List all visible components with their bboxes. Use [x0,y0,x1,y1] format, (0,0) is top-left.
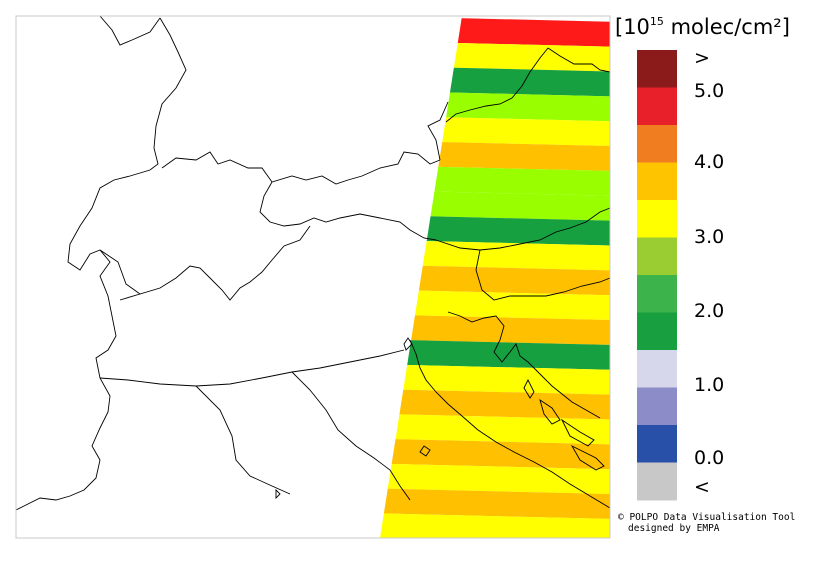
swath-stripe [380,339,610,370]
legend-box-0.0-0.5 [637,425,677,463]
legend-label: 5.0 [694,80,724,102]
swath-stripe [380,314,610,346]
legend-labels: >5.0 4.0 3.0 2.0 1.0 0.0 < [694,47,724,498]
legend-box-2.5-3.0 [637,237,677,276]
swath-stripe [380,214,610,246]
legend-label: > [694,47,710,69]
country-borders [15,15,611,511]
legend-box-4.5-5.0 [637,87,677,126]
legend-box-4.0-4.5 [637,125,677,163]
legend-unit-label: [1015 molec/cm²] [615,15,790,39]
legend-box-below-0 [637,462,677,501]
swath-stripe [380,264,610,296]
legend-box-2.0-2.5 [637,275,677,313]
legend-label: 4.0 [694,151,724,173]
swath-stripe [380,239,610,271]
credit-text: © POLPO Data Visualisation Tool designed… [618,512,795,534]
legend-label: < [694,476,710,498]
legend-label: 1.0 [694,374,724,396]
credit-line-1: © POLPO Data Visualisation Tool [618,512,796,523]
legend-box-0.5-1.0 [637,387,677,426]
color-legend: [1015 molec/cm²] >5.0 4.0 3.0 2.0 1.0 0.0 < [615,15,790,501]
legend-label: 2.0 [694,300,724,322]
legend-box-3.5-4.0 [637,162,677,201]
swath-stripe [380,488,610,520]
legend-box-1.0-1.5 [637,350,677,388]
credit-line-2: designed by EMPA [628,523,720,534]
swath-stripe [380,513,610,538]
swath-stripe [380,438,610,470]
legend-box-above-5 [637,50,677,88]
swath-stripe [380,463,610,495]
legend-box-3.0-3.5 [637,200,677,238]
legend-label: 0.0 [694,447,724,469]
map-frame [15,15,611,539]
legend-label: 3.0 [694,226,724,248]
swath-stripe [380,388,610,420]
legend-box-1.5-2.0 [637,312,677,351]
swath-stripe [380,289,610,321]
legend-color-boxes [637,50,677,501]
